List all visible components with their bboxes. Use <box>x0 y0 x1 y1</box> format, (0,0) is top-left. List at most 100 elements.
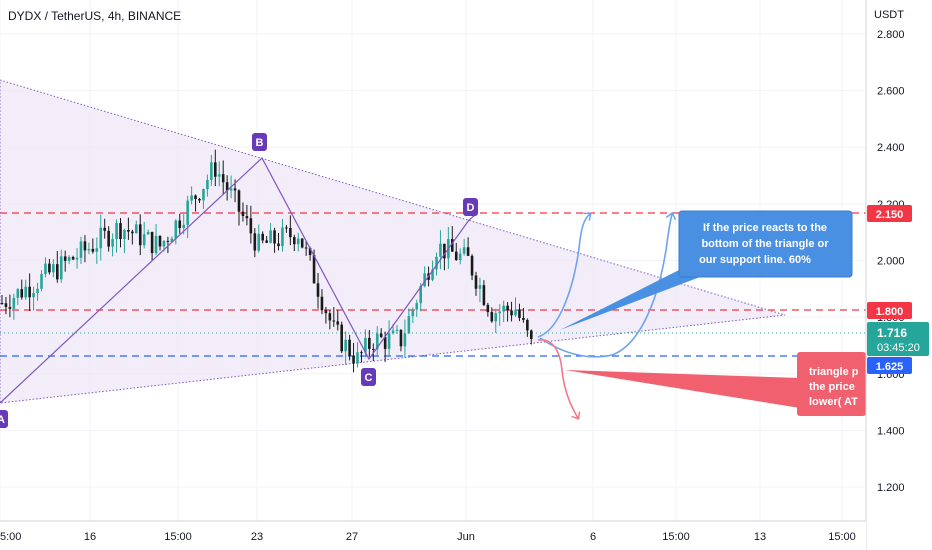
chart-title: DYDX / TetherUS, 4h, BINANCE <box>8 9 181 23</box>
candle <box>494 308 498 333</box>
candle <box>131 229 134 245</box>
current-price-text: 1.716 <box>877 326 907 340</box>
candle <box>202 188 205 209</box>
bear-callout-line-1: triangle p <box>809 366 859 378</box>
candle <box>368 330 371 357</box>
candle <box>79 236 83 265</box>
candle <box>178 213 182 234</box>
candle <box>336 310 340 331</box>
resistance-price-badge: 2.150 <box>867 205 912 222</box>
pattern-label-b-text: B <box>256 137 264 149</box>
candle <box>198 197 201 203</box>
time-tick-label: 5:00 <box>0 531 21 543</box>
candle <box>269 223 272 244</box>
candle <box>344 331 347 365</box>
candle <box>482 280 486 307</box>
candle <box>253 228 257 258</box>
candle <box>75 248 79 269</box>
candle <box>52 259 55 278</box>
candle <box>454 242 458 261</box>
candle <box>443 243 446 271</box>
candle <box>119 218 122 248</box>
time-axis-ticks: 5:00 16 15:00 23 27 Jun 6 15:00 13 15:00 <box>0 531 856 543</box>
candle <box>91 238 95 254</box>
candle <box>285 224 288 233</box>
time-tick-label: Jun <box>457 531 475 543</box>
candle <box>403 319 407 358</box>
candle <box>360 350 363 363</box>
bull-callout-line-1: If the price reacts to the <box>703 222 827 234</box>
pattern-label-a-text: A <box>0 414 5 426</box>
candle <box>320 289 324 315</box>
time-axis-panel[interactable] <box>0 521 866 550</box>
candle <box>206 174 209 197</box>
candle <box>490 307 494 323</box>
candle <box>530 329 533 345</box>
candle <box>510 301 513 322</box>
resistance-price-text: 2.150 <box>876 209 904 221</box>
candle <box>249 205 253 244</box>
mid-price-text: 1.800 <box>876 306 904 318</box>
candle <box>514 297 517 317</box>
candle <box>296 232 300 252</box>
candle <box>44 257 47 278</box>
candle <box>138 214 142 256</box>
candle <box>387 320 391 356</box>
bull-scenario-arrow-lower[interactable] <box>539 214 672 358</box>
candle <box>356 342 359 368</box>
candle <box>0 295 4 305</box>
candle <box>245 204 249 226</box>
time-tick-label: 6 <box>590 531 596 543</box>
price-tick-label: 1.200 <box>877 482 905 494</box>
candle <box>265 235 268 244</box>
candle <box>217 161 221 187</box>
candle <box>435 252 438 276</box>
candle <box>154 223 158 256</box>
candle <box>324 306 328 324</box>
bear-callout-line-2: the price <box>809 381 855 393</box>
candle <box>304 241 308 256</box>
bull-callout-line-3: our support line. 60% <box>699 254 811 266</box>
candle <box>150 231 154 261</box>
candle <box>166 236 170 254</box>
mid-price-badge: 1.800 <box>867 302 912 319</box>
pattern-label-b[interactable]: B <box>252 133 267 151</box>
bear-callout-line-3: lower( AT <box>809 396 858 408</box>
candle <box>111 233 114 257</box>
price-tick-label: 2.800 <box>877 29 905 41</box>
candle <box>67 255 71 265</box>
time-tick-label: 15:00 <box>164 531 192 543</box>
candle <box>478 277 482 303</box>
candle <box>8 294 12 318</box>
candle <box>214 149 217 187</box>
candle <box>293 234 296 252</box>
candle <box>498 304 501 326</box>
pattern-label-d[interactable]: D <box>463 198 478 216</box>
candle <box>16 288 20 305</box>
bear-scenario-arrow[interactable] <box>537 339 578 418</box>
candle <box>95 237 99 264</box>
abcd-pattern-line[interactable] <box>0 157 476 404</box>
candle <box>289 215 292 246</box>
symmetrical-triangle[interactable] <box>0 79 786 404</box>
price-tick-label: 2.000 <box>877 256 905 268</box>
time-tick-label: 15:00 <box>828 531 856 543</box>
candle <box>40 270 43 292</box>
candle <box>399 329 403 352</box>
candle <box>458 248 462 265</box>
pattern-label-a[interactable]: A <box>0 410 8 428</box>
bear-callout[interactable]: triangle p the price lower( AT <box>797 352 866 416</box>
time-tick-label: 13 <box>754 531 766 543</box>
candle <box>300 238 304 249</box>
candle <box>411 307 415 323</box>
candle <box>190 186 193 205</box>
bull-callout[interactable]: If the price reacts to the bottom of the… <box>678 210 853 278</box>
price-axis-panel[interactable] <box>866 0 932 550</box>
bull-scenario-arrow-upper[interactable] <box>537 214 590 338</box>
candle <box>36 282 39 301</box>
candle-series <box>0 149 533 373</box>
pattern-label-c[interactable]: C <box>361 368 376 386</box>
candle <box>20 279 24 300</box>
